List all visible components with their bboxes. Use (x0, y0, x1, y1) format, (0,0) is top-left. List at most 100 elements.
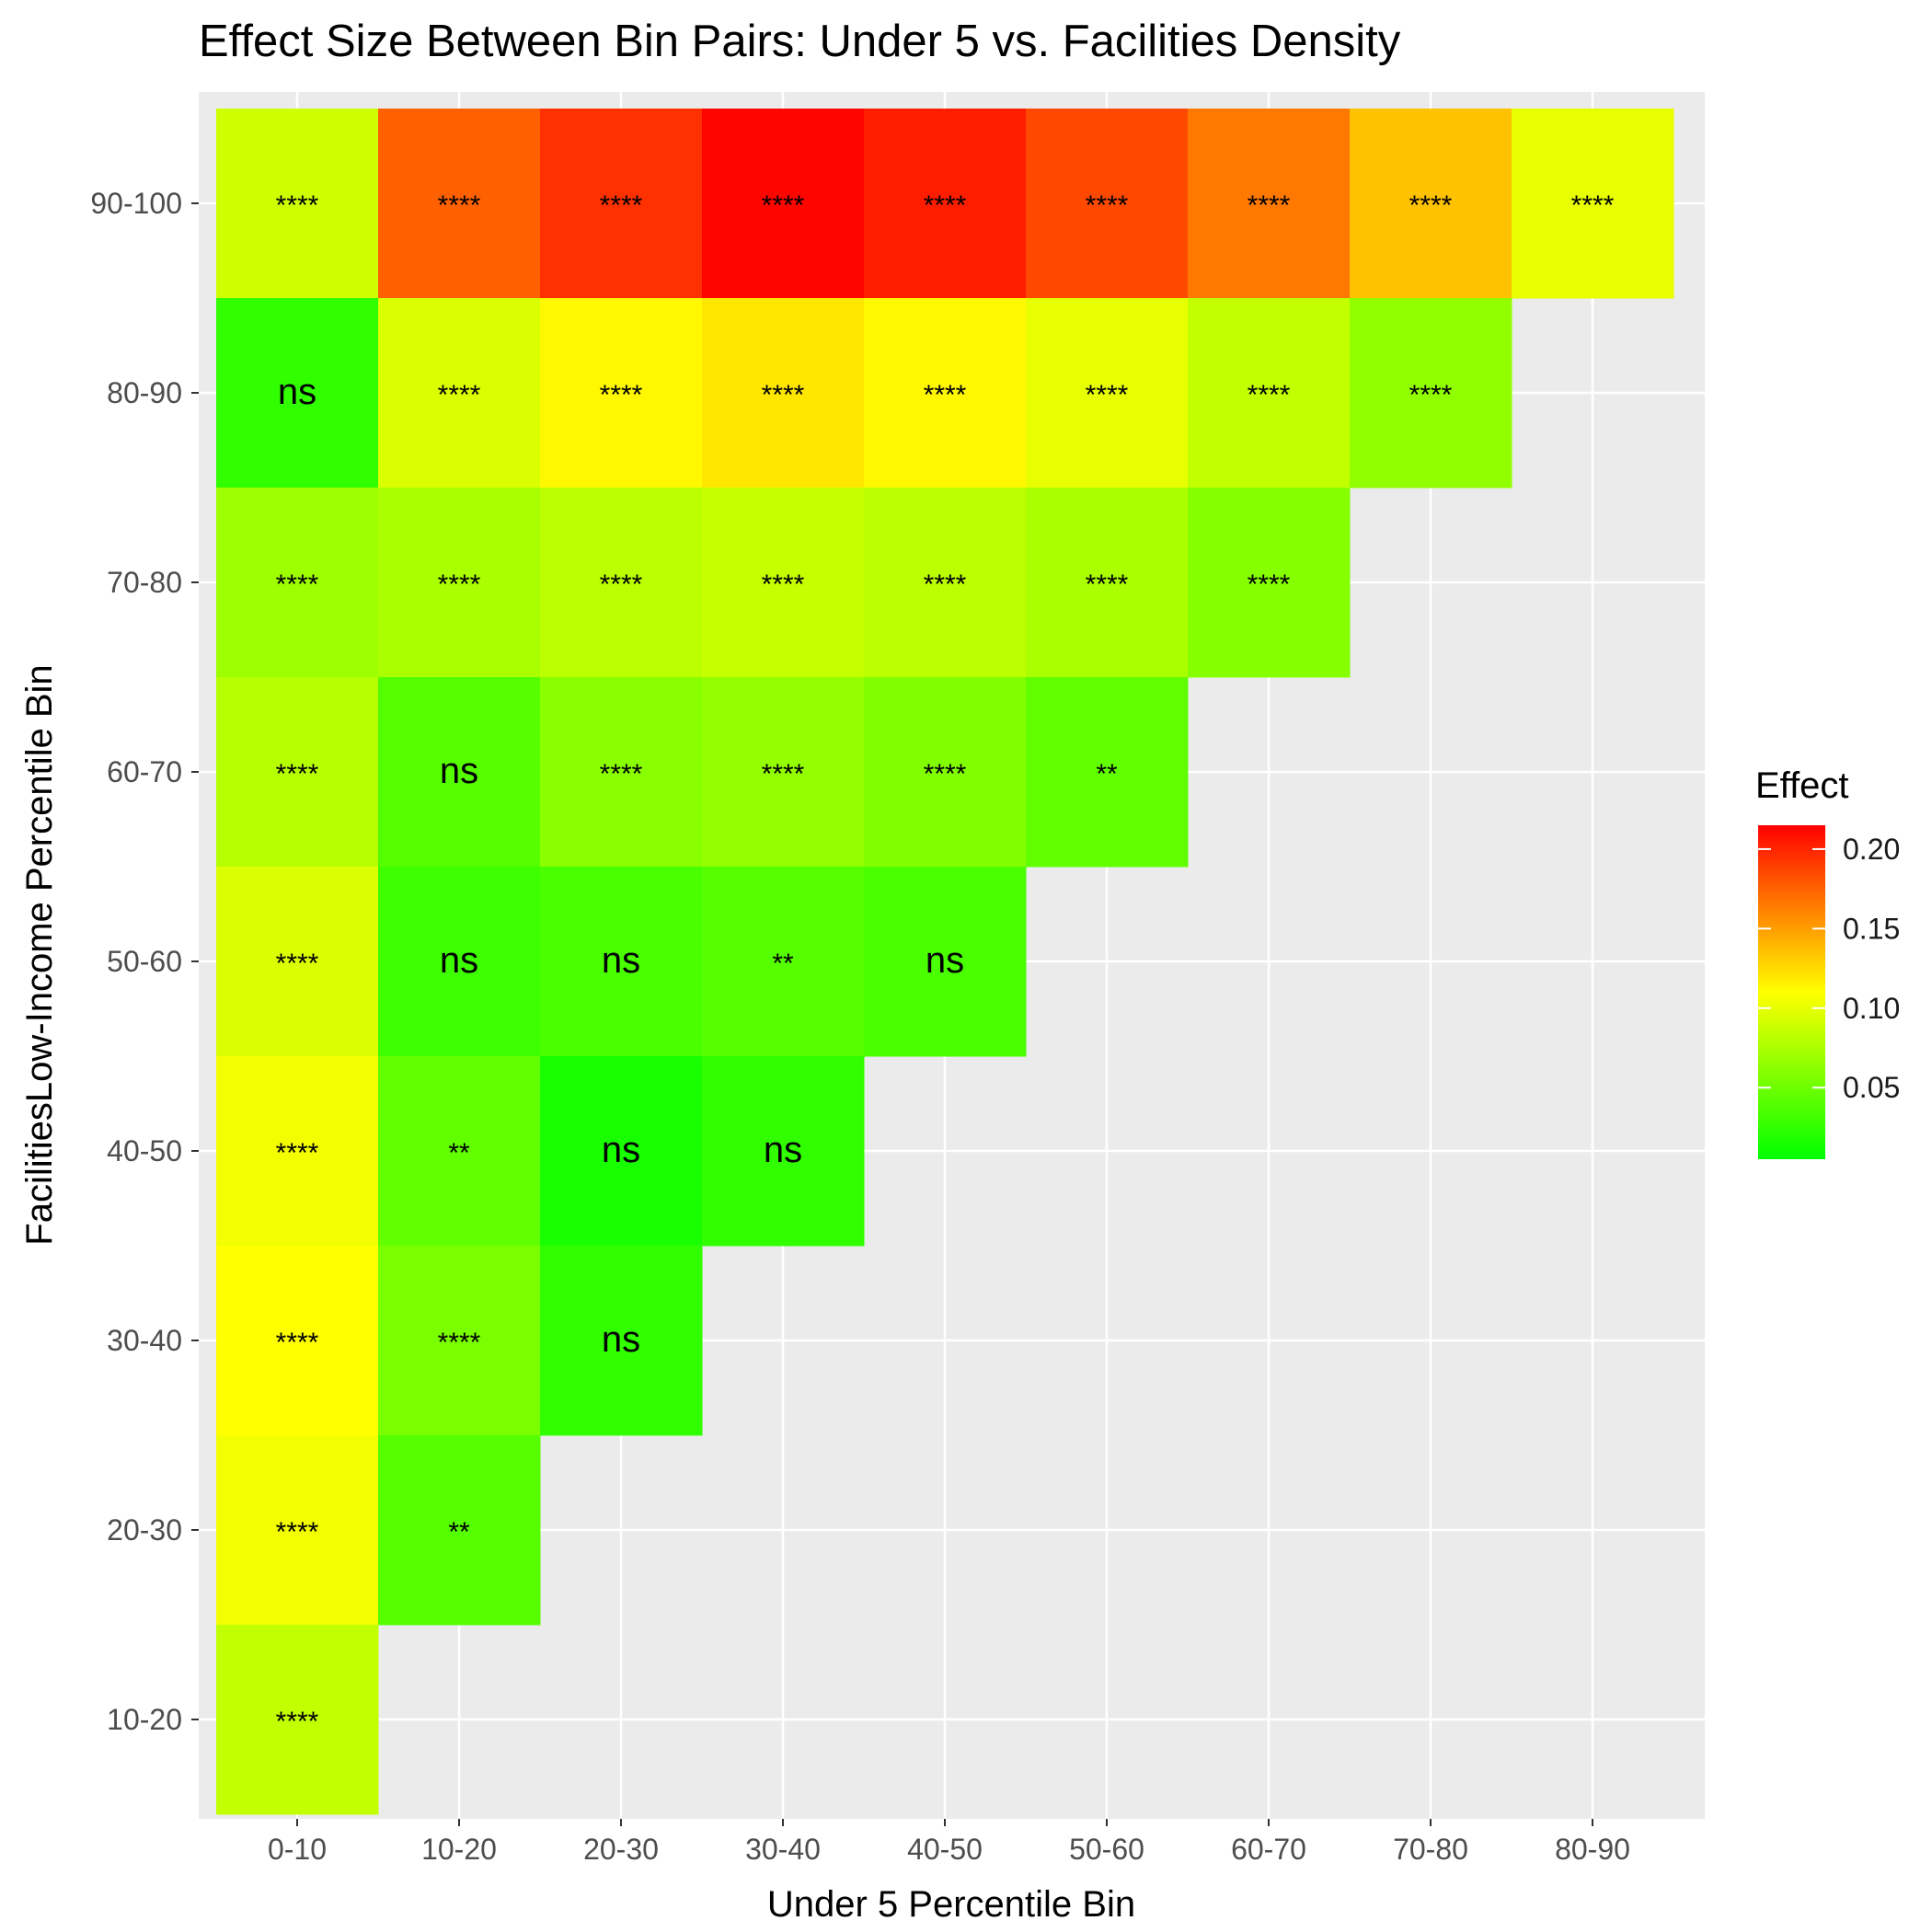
heatmap-cell (1350, 109, 1512, 299)
cell-significance-label: ns (764, 1130, 802, 1170)
cell-significance-label: ** (772, 949, 794, 979)
cell-significance-label: **** (276, 569, 319, 600)
cell-significance-label: **** (1248, 380, 1291, 410)
heatmap-cell (540, 298, 703, 489)
heatmap-cell (216, 488, 379, 678)
cell-significance-label: **** (924, 190, 967, 221)
cell-significance-label: **** (276, 1517, 319, 1547)
cell-significance-label: **** (1086, 569, 1129, 600)
heatmap-cell (702, 298, 865, 489)
heatmap-cell (216, 677, 379, 868)
heatmap-cell (702, 677, 865, 868)
cell-significance-label: **** (762, 569, 805, 600)
cell-significance-label: **** (762, 380, 805, 410)
cell-significance-label: **** (600, 569, 643, 600)
cell-significance-label: **** (1248, 190, 1291, 221)
heatmap-cell (1188, 488, 1351, 678)
heatmap-cells (216, 109, 1674, 1815)
cell-significance-label: ns (602, 940, 640, 981)
cell-significance-label: ns (440, 751, 478, 791)
x-axis: 0-10 10-20 20-30 30-40 40-50 50-60 60-70 70-80 8… (268, 1819, 1630, 1866)
heatmap-cell (702, 867, 865, 1057)
legend-ticks: 0.05 0.10 0.15 0.20 (1758, 833, 1900, 1104)
y-tick-label: 80-90 (107, 376, 182, 409)
y-tick-label: 10-20 (107, 1703, 182, 1736)
cell-significance-label: ns (602, 1319, 640, 1360)
heatmap-cell (1512, 109, 1674, 299)
heatmap-cell (702, 1056, 865, 1247)
cell-significance-label: ns (278, 372, 316, 412)
cell-significance-label: ** (1096, 759, 1118, 789)
legend-tick-label: 0.05 (1843, 1071, 1900, 1104)
legend-tick-label: 0.20 (1843, 833, 1900, 866)
cell-significance-label: ns (440, 940, 478, 981)
x-tick-label: 30-40 (745, 1833, 821, 1866)
heatmap-cell (864, 488, 1027, 678)
cell-significance-label: **** (762, 759, 805, 789)
cell-significance-label: **** (1409, 190, 1453, 221)
legend-tick-label: 0.10 (1843, 992, 1900, 1025)
y-tick-label: 70-80 (107, 566, 182, 599)
cell-significance-label: **** (924, 569, 967, 600)
heatmap-cell (864, 677, 1027, 868)
x-tick-label: 60-70 (1231, 1833, 1306, 1866)
heatmap-cell (216, 298, 379, 489)
cell-significance-label: **** (600, 190, 643, 221)
cell-labels: **** **** **** **** **** **** **** **** ****ns **… (276, 190, 1615, 1737)
cell-significance-label: **** (276, 1138, 319, 1168)
heatmap-cell (702, 109, 865, 299)
heatmap-cell (1350, 298, 1512, 489)
heatmap-cell (540, 109, 703, 299)
heatmap-cell (1026, 109, 1189, 299)
heatmap-cell (216, 1625, 379, 1815)
heatmap-cell (378, 109, 541, 299)
chart-title: Effect Size Between Bin Pairs: Under 5 v… (199, 17, 1401, 66)
cell-significance-label: **** (1248, 569, 1291, 600)
cell-significance-label: **** (924, 759, 967, 789)
cell-significance-label: ns (602, 1130, 640, 1170)
cell-significance-label: **** (600, 380, 643, 410)
cell-significance-label: **** (438, 1328, 481, 1358)
cell-significance-label: **** (1571, 190, 1615, 221)
heatmap-cell (216, 1246, 379, 1436)
x-tick-label: 0-10 (268, 1833, 327, 1866)
legend-tick-label: 0.15 (1843, 912, 1900, 945)
heatmap-cell (864, 109, 1027, 299)
heatmap-cell (216, 1056, 379, 1247)
cell-significance-label: **** (438, 380, 481, 410)
heatmap-cell (1026, 298, 1189, 489)
y-tick-label: 40-50 (107, 1134, 182, 1167)
heatmap-cell (216, 867, 379, 1057)
cell-significance-label: **** (438, 569, 481, 600)
heatmap-cell (864, 298, 1027, 489)
heatmap-cell (378, 488, 541, 678)
heatmap-cell (378, 677, 541, 868)
cell-significance-label: **** (276, 949, 319, 979)
heatmap-cell (216, 1435, 379, 1626)
y-tick-label: 30-40 (107, 1324, 182, 1357)
heatmap-cell (378, 1246, 541, 1436)
heatmap-cell (1188, 298, 1351, 489)
x-tick-label: 10-20 (421, 1833, 497, 1866)
cell-significance-label: **** (600, 759, 643, 789)
y-axis-title: FacilitiesLow-Income Percentile Bin (19, 664, 60, 1245)
heatmap-cell (378, 867, 541, 1057)
legend-color-bar (1758, 825, 1825, 1159)
cell-significance-label: **** (276, 1328, 319, 1358)
cell-significance-label: **** (1409, 380, 1453, 410)
y-tick-label: 60-70 (107, 755, 182, 788)
heatmap-cell (1026, 488, 1189, 678)
x-tick-label: 20-30 (583, 1833, 659, 1866)
x-tick-label: 50-60 (1069, 1833, 1144, 1866)
cell-significance-label: **** (1086, 190, 1129, 221)
x-axis-title: Under 5 Percentile Bin (767, 1884, 1135, 1925)
heatmap-cell (216, 109, 379, 299)
heatmap-cell (378, 298, 541, 489)
heatmap-cell (540, 1056, 703, 1247)
x-tick-label: 70-80 (1393, 1833, 1468, 1866)
legend-title: Effect (1755, 765, 1849, 806)
heatmap-cell (540, 1246, 703, 1436)
heatmap-cell (864, 867, 1027, 1057)
x-tick-label: 80-90 (1555, 1833, 1630, 1866)
cell-significance-label: **** (276, 759, 319, 789)
